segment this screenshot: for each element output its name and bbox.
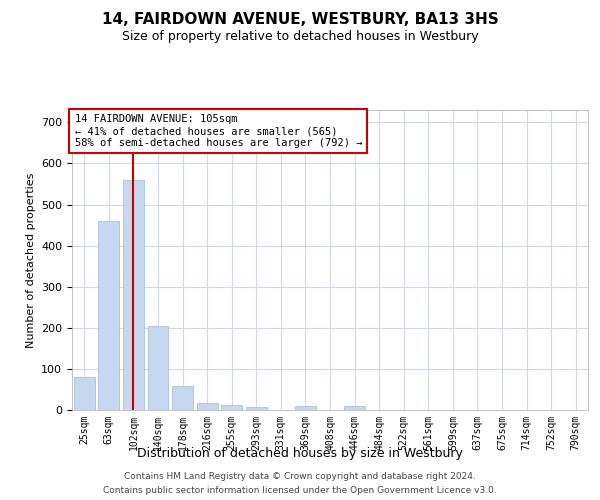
Text: Distribution of detached houses by size in Westbury: Distribution of detached houses by size … <box>137 448 463 460</box>
Text: 14, FAIRDOWN AVENUE, WESTBURY, BA13 3HS: 14, FAIRDOWN AVENUE, WESTBURY, BA13 3HS <box>101 12 499 28</box>
Text: Contains public sector information licensed under the Open Government Licence v3: Contains public sector information licen… <box>103 486 497 495</box>
Text: Size of property relative to detached houses in Westbury: Size of property relative to detached ho… <box>122 30 478 43</box>
Bar <box>221 404 242 410</box>
Bar <box>246 406 267 410</box>
Bar <box>172 386 193 410</box>
Bar <box>74 377 95 410</box>
Bar <box>98 221 119 410</box>
Bar <box>197 402 218 410</box>
Bar <box>344 406 365 410</box>
Bar <box>123 180 144 410</box>
Bar <box>148 326 169 410</box>
Y-axis label: Number of detached properties: Number of detached properties <box>26 172 35 348</box>
Text: Contains HM Land Registry data © Crown copyright and database right 2024.: Contains HM Land Registry data © Crown c… <box>124 472 476 481</box>
Text: 14 FAIRDOWN AVENUE: 105sqm
← 41% of detached houses are smaller (565)
58% of sem: 14 FAIRDOWN AVENUE: 105sqm ← 41% of deta… <box>74 114 362 148</box>
Bar <box>295 406 316 410</box>
